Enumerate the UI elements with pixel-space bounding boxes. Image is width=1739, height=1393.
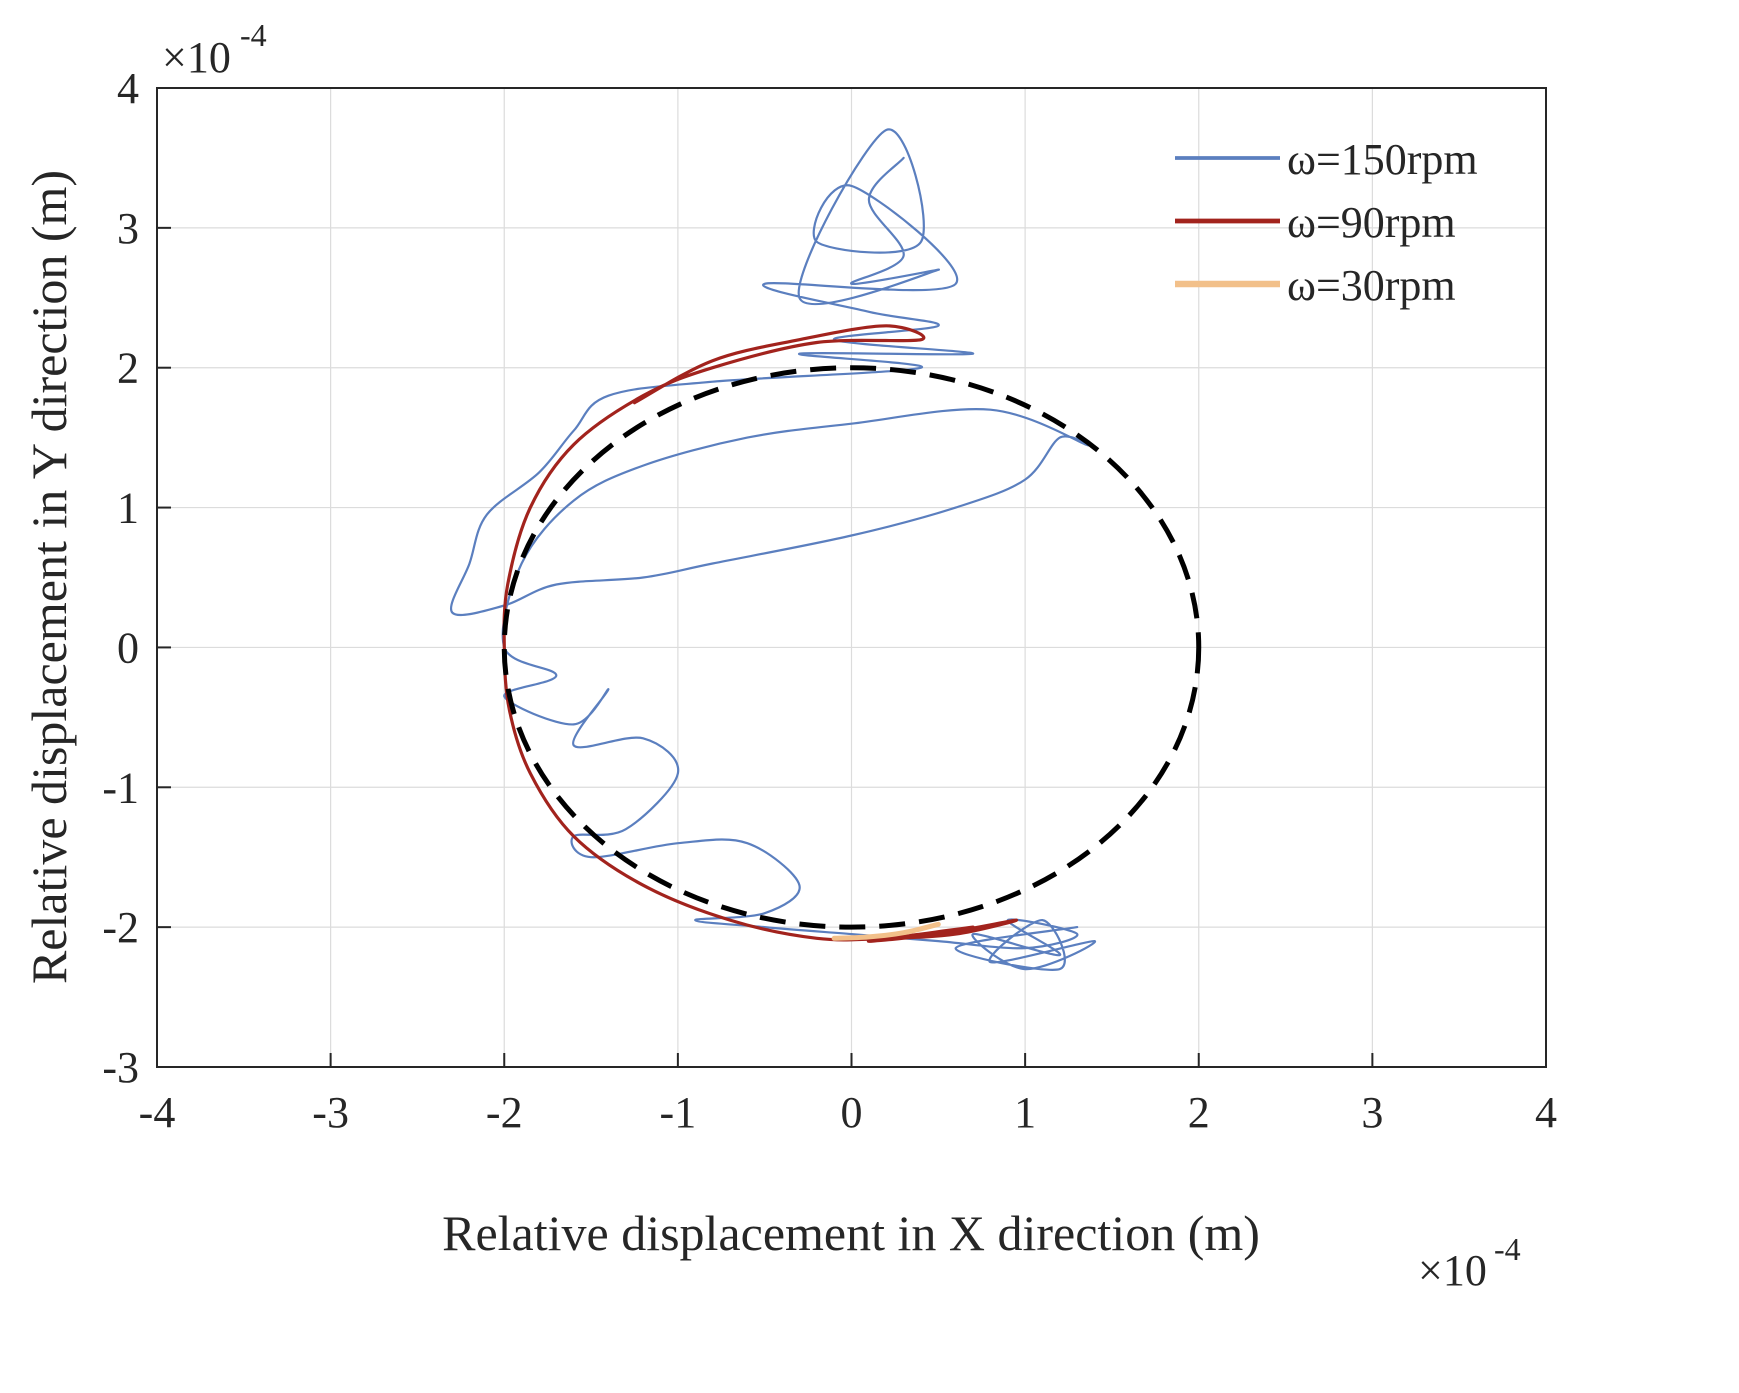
- legend: ω=150rpm ω=90rpm ω=30rpm: [1175, 135, 1478, 310]
- series-layer: [449, 128, 1202, 971]
- series-line-ω=150rpm: [449, 128, 1096, 971]
- x-tick-label: 2: [1188, 1088, 1210, 1137]
- x-tick-label: -4: [139, 1088, 176, 1137]
- x-tick-label: -1: [660, 1088, 697, 1137]
- x-axis-label: Relative displacement in X direction (m): [442, 1205, 1260, 1261]
- y-tick-label: -1: [102, 763, 139, 812]
- legend-entry: ω=90rpm: [1287, 198, 1456, 247]
- y-tick-label: 2: [117, 344, 139, 393]
- svg-text:-4: -4: [1494, 1231, 1521, 1267]
- y-exponent-label: ×10 -4: [162, 17, 267, 82]
- svg-text:×10: ×10: [162, 33, 231, 82]
- series-line-ω=90rpm: [502, 324, 1019, 943]
- plot-area: [449, 128, 1202, 971]
- y-axis-label: Relative displacement in Y direction (m): [21, 170, 77, 984]
- x-tick-label: -3: [312, 1088, 349, 1137]
- y-tick-labels: -3 -2 -1 0 1 2 3 4: [102, 64, 171, 1092]
- x-tick-labels: -4 -3 -2 -1 0 1 2 3 4: [139, 1053, 1557, 1137]
- y-tick-label: -2: [102, 903, 139, 952]
- x-exponent-label: ×10 -4: [1418, 1231, 1521, 1295]
- y-tick-label: -3: [102, 1043, 139, 1092]
- reference-circle: [501, 365, 1202, 930]
- svg-text:-4: -4: [240, 17, 267, 53]
- svg-text:×10: ×10: [1418, 1246, 1487, 1295]
- x-tick-label: 0: [841, 1088, 863, 1137]
- y-tick-label: 0: [117, 623, 139, 672]
- y-tick-label: 4: [117, 64, 139, 113]
- legend-entry: ω=150rpm: [1287, 135, 1478, 184]
- x-tick-label: 4: [1535, 1088, 1557, 1137]
- x-tick-label: 3: [1361, 1088, 1383, 1137]
- x-tick-label: -2: [486, 1088, 523, 1137]
- legend-entry: ω=30rpm: [1287, 261, 1456, 310]
- x-tick-label: 1: [1014, 1088, 1036, 1137]
- series-line-ω=30rpm: [831, 921, 941, 941]
- y-tick-label: 3: [117, 204, 139, 253]
- y-tick-label: 1: [117, 484, 139, 533]
